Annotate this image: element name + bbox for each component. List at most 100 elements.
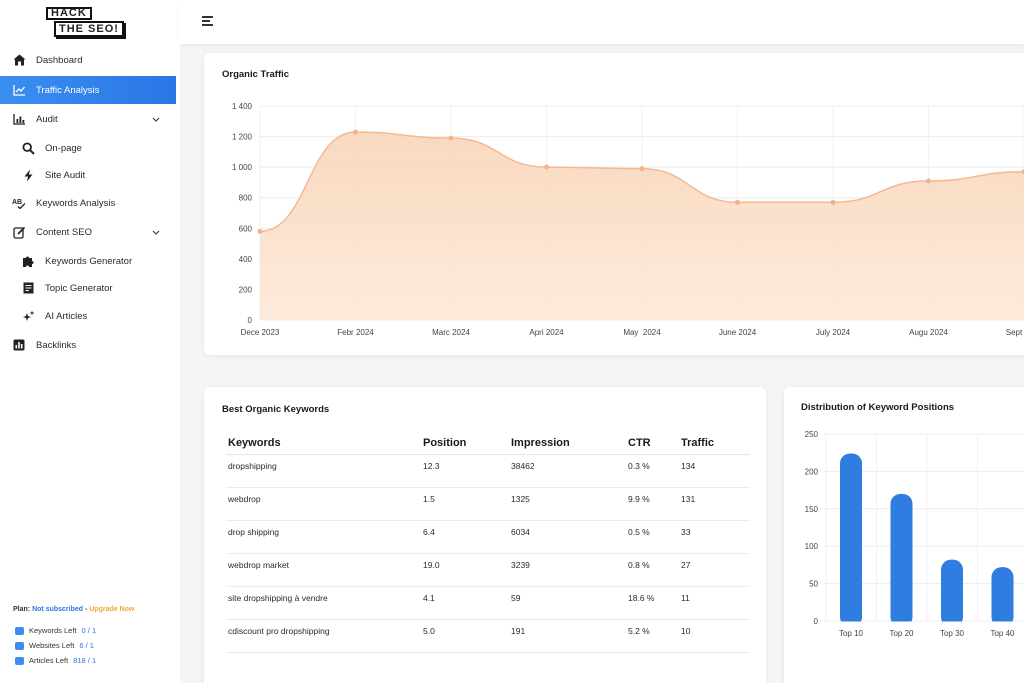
x-tick-label: Marc 2024 bbox=[432, 328, 470, 337]
chevron-down-icon[interactable] bbox=[152, 114, 160, 124]
sidebar: HACK THE SEO! Dashboard Traffic Analysis A… bbox=[0, 0, 180, 683]
table-row[interactable]: site dropshipping à vendre 4.1 59 18.6 % 11 bbox=[226, 587, 750, 620]
sidebar-item-audit[interactable]: Audit bbox=[0, 105, 176, 133]
x-tick-label: Dece 2023 bbox=[241, 328, 280, 337]
distribution-title: Distribution of Keyword Positions bbox=[801, 402, 955, 413]
sidebar-item-label: AI Articles bbox=[45, 310, 88, 322]
menu-toggle-icon[interactable] bbox=[202, 16, 213, 26]
plan-separator: - bbox=[83, 606, 90, 613]
column-header-traffic[interactable]: Traffic bbox=[681, 437, 715, 449]
message-icon bbox=[15, 626, 24, 635]
plan-status: Plan: Not subscribed - Upgrade Now bbox=[13, 606, 134, 613]
sidebar-item-backlinks[interactable]: Backlinks bbox=[0, 331, 176, 359]
traffic-point[interactable] bbox=[830, 199, 836, 205]
upgrade-now-link[interactable]: Upgrade Now bbox=[89, 606, 135, 613]
table-cell: 33 bbox=[681, 527, 691, 537]
sidebar-item-dashboard[interactable]: Dashboard bbox=[0, 46, 176, 74]
plan-prefix: Plan: bbox=[13, 606, 33, 613]
table-row[interactable]: cdiscount pro dropshipping 5.0 191 5.2 % 10 bbox=[226, 620, 750, 653]
top-bar bbox=[180, 0, 1024, 44]
traffic-point[interactable] bbox=[735, 199, 740, 205]
traffic-point[interactable] bbox=[257, 228, 263, 234]
table-cell: cdiscount pro dropshipping bbox=[228, 626, 330, 636]
sidebar-item-topic-generator[interactable]: Topic Generator bbox=[0, 274, 176, 302]
sidebar-item-ai-articles[interactable]: AI Articles bbox=[0, 302, 176, 330]
traffic-point[interactable] bbox=[353, 129, 358, 135]
traffic-point[interactable] bbox=[639, 166, 645, 172]
quota-item: Websites Left 6 / 1 bbox=[15, 641, 94, 650]
x-tick-label: Apri 2024 bbox=[529, 328, 564, 337]
table-cell: drop shipping bbox=[228, 527, 280, 537]
logo[interactable]: HACK THE SEO! bbox=[46, 7, 124, 37]
chevron-down-icon[interactable] bbox=[152, 227, 160, 237]
quota-value: 818 / 1 bbox=[73, 656, 97, 665]
table-cell: 1325 bbox=[511, 494, 530, 504]
table-cell: 19.0 bbox=[423, 560, 440, 570]
column-header-impression[interactable]: Impression bbox=[511, 437, 570, 449]
table-cell: site dropshipping à vendre bbox=[228, 593, 328, 603]
keywords-table: Keywords Position Impression CTR Traffic dro… bbox=[226, 433, 750, 653]
traffic-point[interactable] bbox=[544, 164, 549, 170]
sidebar-item-label: Keywords Generator bbox=[45, 255, 133, 267]
y-tick-label: 0 bbox=[814, 617, 819, 626]
table-cell: 0.3 % bbox=[628, 461, 650, 471]
sidebar-item-label: On-page bbox=[45, 142, 82, 154]
y-tick-label: 600 bbox=[239, 224, 253, 233]
sidebar-item-label: Site Audit bbox=[45, 169, 86, 181]
table-cell: 5.0 bbox=[423, 626, 435, 636]
sidebar-item-label: Audit bbox=[36, 113, 58, 125]
quota-label: Articles Left bbox=[29, 656, 69, 665]
x-tick-label: Top 30 bbox=[940, 629, 965, 638]
organic-traffic-chart: 0 200 400 600 800 1 000 1 200 1 400 Dece 2023 Feb… bbox=[232, 102, 1024, 337]
x-tick-label: May 2024 bbox=[623, 328, 661, 337]
sidebar-item-on-page[interactable]: On-page bbox=[0, 134, 176, 162]
traffic-point[interactable] bbox=[448, 135, 454, 141]
quota-label: Keywords Left bbox=[29, 626, 77, 635]
table-cell: 12.3 bbox=[423, 461, 440, 471]
logo-line-1: HACK bbox=[46, 7, 92, 20]
table-cell: 59 bbox=[511, 593, 521, 603]
column-header-keywords[interactable]: Keywords bbox=[228, 437, 281, 449]
traffic-point[interactable] bbox=[1021, 169, 1024, 175]
x-tick-label: Augu 2024 bbox=[909, 328, 948, 337]
traffic-point[interactable] bbox=[926, 178, 931, 184]
table-row[interactable]: webdrop 1.5 1325 9.9 % 131 bbox=[226, 488, 750, 521]
quota-item: Articles Left 818 / 1 bbox=[15, 656, 96, 665]
sidebar-item-keywords-generator[interactable]: Keywords Generator bbox=[0, 247, 176, 275]
column-header-ctr[interactable]: CTR bbox=[628, 437, 651, 449]
table-row[interactable]: webdrop market 19.0 3239 0.8 % 27 bbox=[226, 554, 750, 587]
table-cell: dropshipping bbox=[228, 461, 277, 471]
sidebar-item-label: Backlinks bbox=[36, 339, 77, 351]
best-keywords-title: Best Organic Keywords bbox=[222, 404, 330, 415]
message-icon bbox=[15, 656, 24, 665]
traffic-area bbox=[260, 131, 1024, 320]
bar-top-40[interactable] bbox=[991, 567, 1014, 627]
table-header: Keywords Position Impression CTR Traffic bbox=[226, 433, 750, 455]
table-row[interactable]: drop shipping 6.4 6034 0.5 % 33 bbox=[226, 521, 750, 554]
y-tick-label: 200 bbox=[239, 285, 253, 294]
bar-top-20[interactable] bbox=[890, 493, 913, 627]
y-tick-label: 1 200 bbox=[232, 133, 253, 142]
bar-chart-icon bbox=[12, 112, 26, 126]
sidebar-item-content-seo[interactable]: Content SEO bbox=[0, 218, 176, 246]
organic-traffic-card: Organic Traffic 0 200 400 600 800 1 000 1 200 1… bbox=[204, 53, 1024, 355]
sidebar-item-keywords-analysis[interactable]: AB Keywords Analysis bbox=[0, 189, 176, 217]
edit-icon bbox=[12, 225, 26, 239]
axis-baseline bbox=[824, 621, 1024, 628]
sidebar-item-site-audit[interactable]: Site Audit bbox=[0, 161, 176, 189]
document-icon bbox=[21, 281, 35, 295]
analytics-icon bbox=[12, 338, 26, 352]
quota-value: 6 / 1 bbox=[79, 641, 94, 650]
table-cell: 5.2 % bbox=[628, 626, 650, 636]
table-cell: 6034 bbox=[511, 527, 530, 537]
sidebar-item-traffic-analysis[interactable]: Traffic Analysis bbox=[0, 76, 176, 104]
bar-top-10[interactable] bbox=[840, 453, 862, 627]
spellcheck-icon: AB bbox=[12, 196, 26, 210]
column-header-position[interactable]: Position bbox=[423, 437, 467, 449]
quota-label: Websites Left bbox=[29, 641, 75, 650]
search-icon bbox=[21, 141, 35, 155]
bar-top-30[interactable] bbox=[941, 559, 963, 627]
table-cell: 1.5 bbox=[423, 494, 435, 504]
message-icon bbox=[15, 641, 24, 650]
table-row[interactable]: dropshipping 12.3 38462 0.3 % 134 bbox=[226, 455, 750, 488]
